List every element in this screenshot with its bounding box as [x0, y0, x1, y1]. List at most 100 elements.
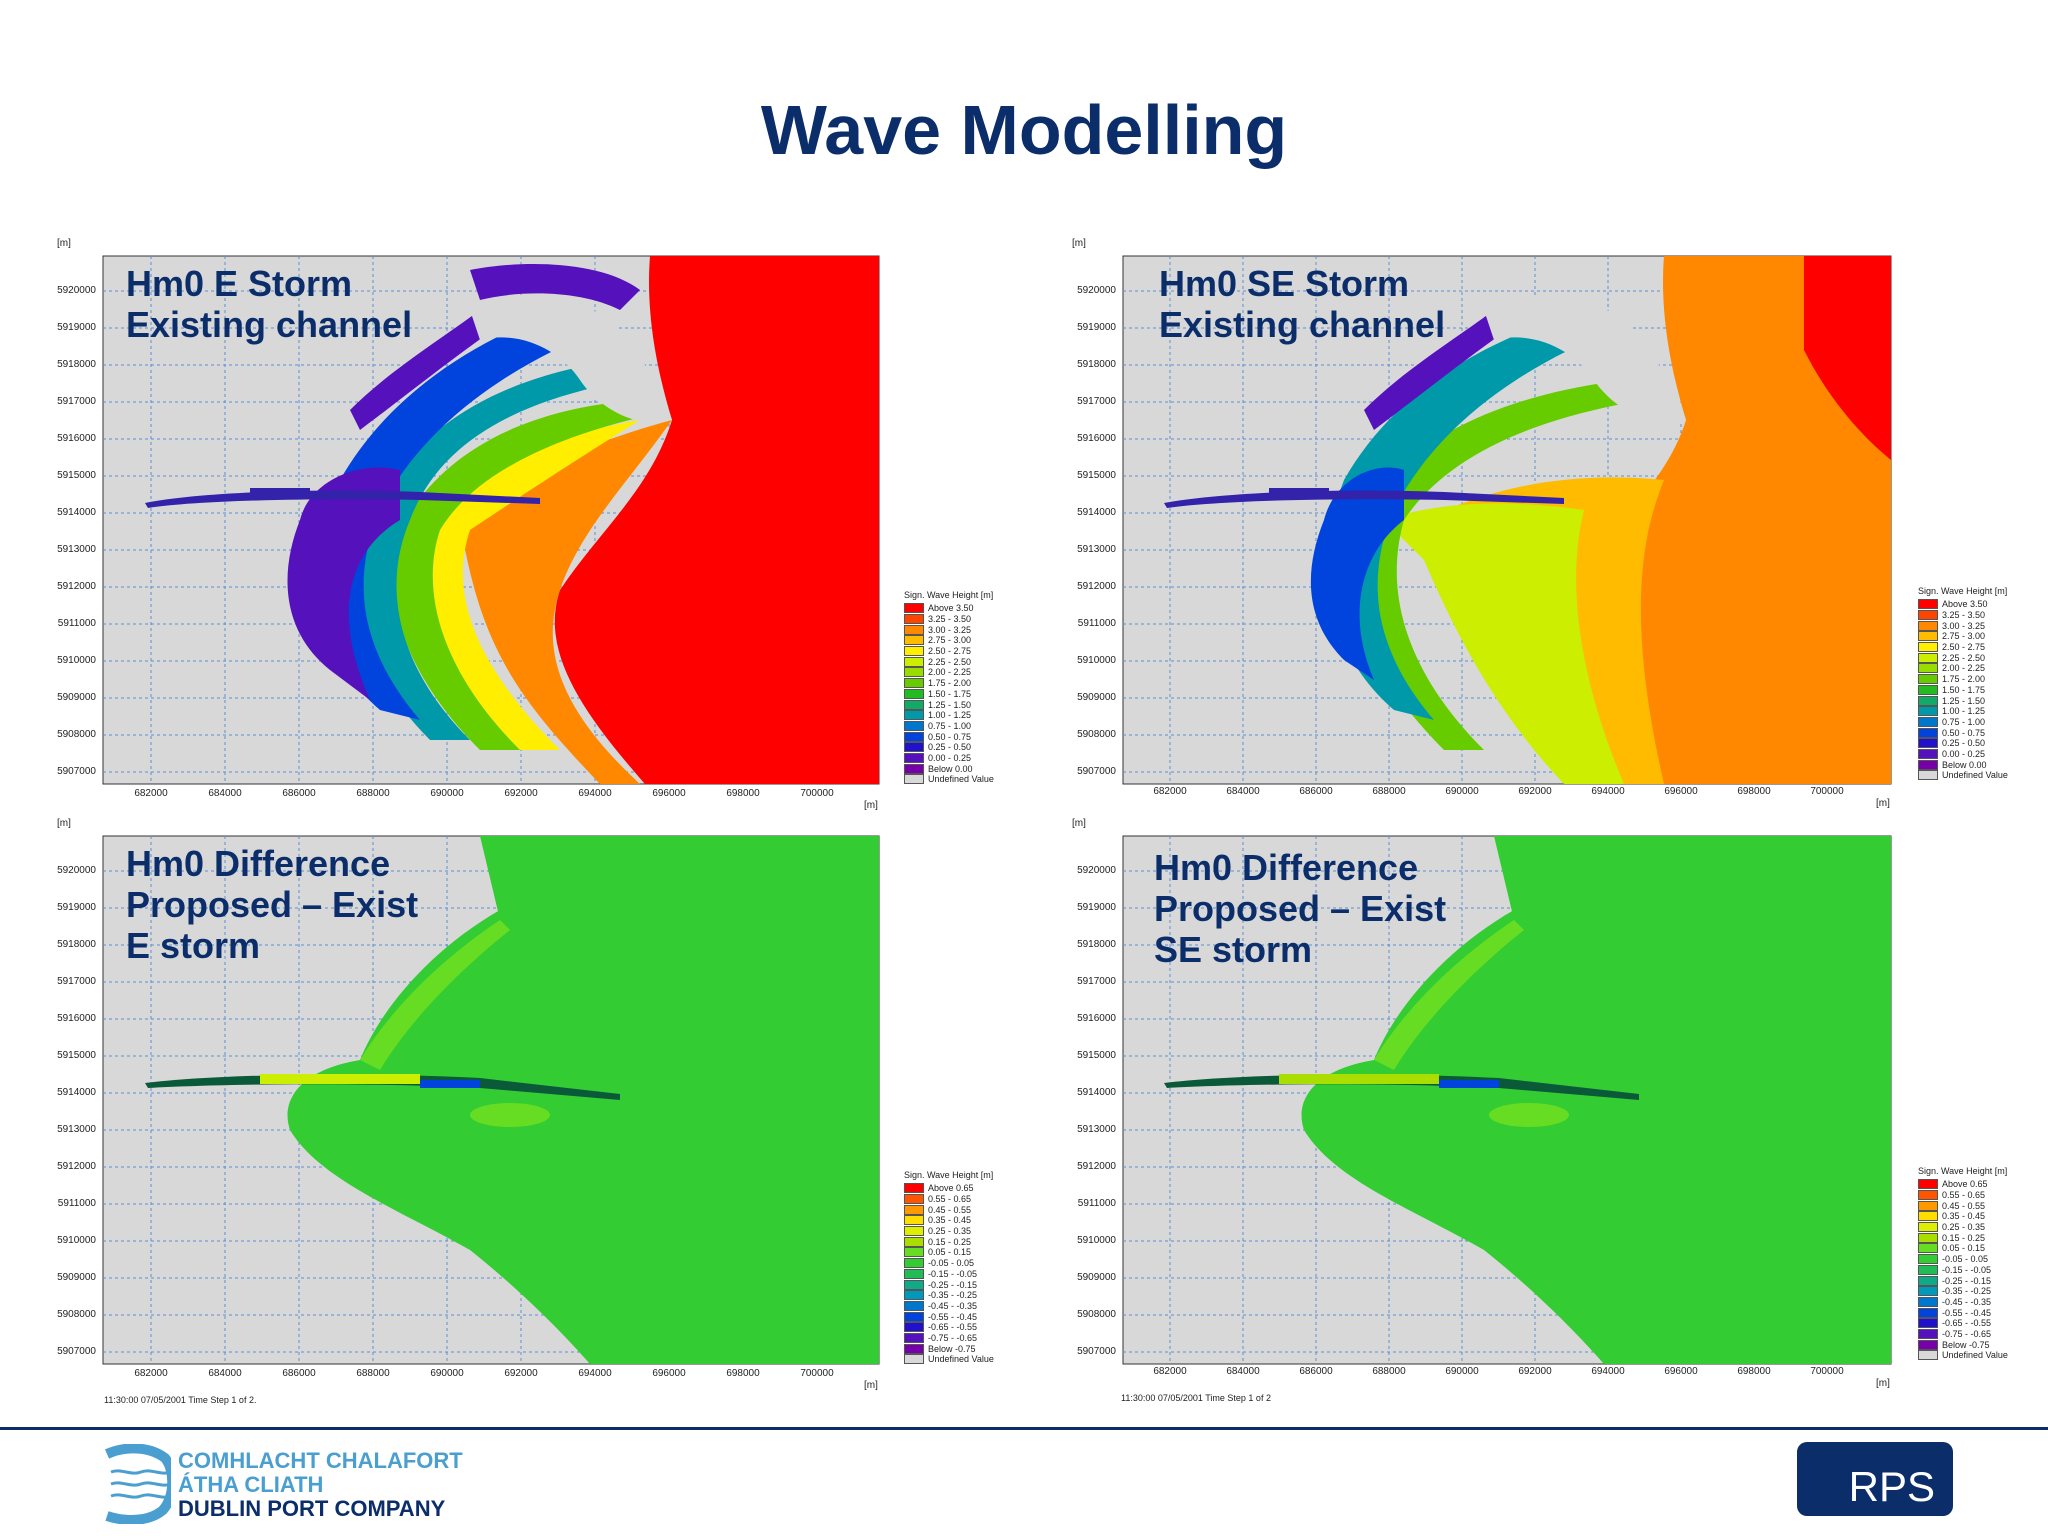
legend-label: 0.55 - 0.65 [928, 1194, 972, 1205]
legend-label: Undefined Value [1942, 1350, 2008, 1361]
legend-item: 1.75 - 2.00 [1918, 674, 2008, 685]
legend-swatch [904, 752, 924, 763]
legend-swatch [1918, 727, 1938, 738]
y-tick-label: 5911000 [57, 1198, 96, 1209]
legend-label: -0.75 - -0.65 [928, 1332, 978, 1343]
timestamp-footnote: 11:30:00 07/05/2001 Time Step 1 of 2 [1121, 1393, 1271, 1403]
land-north [1484, 296, 1686, 423]
legend-item: -0.65 - -0.55 [1918, 1318, 2008, 1329]
legend-label: -0.65 - -0.55 [1942, 1318, 1992, 1329]
spit [1364, 310, 1514, 430]
legend-item: -0.35 - -0.25 [1918, 1286, 2008, 1297]
x-tick-label: 694000 [1591, 786, 1625, 797]
legend-item: Below 0.00 [1918, 759, 2008, 770]
x-tick-label: 690000 [430, 788, 464, 799]
legend-label: Undefined Value [1942, 770, 2008, 781]
y-tick-label: 5908000 [1077, 729, 1116, 740]
legend-label: 2.00 - 2.25 [1942, 663, 1986, 674]
legend-item: 0.25 - 0.50 [1918, 738, 2008, 749]
x-tick-label: 682000 [1153, 786, 1187, 797]
spit [350, 310, 500, 430]
legend-item: -0.35 - -0.25 [904, 1290, 994, 1301]
x-tick-label: 688000 [356, 1368, 390, 1379]
legend-label: Below -0.75 [1942, 1339, 1990, 1350]
y-tick-label: 5914000 [57, 1087, 96, 1098]
legend-item: 2.25 - 2.50 [904, 656, 994, 667]
legend-swatch [904, 635, 924, 646]
x-tick-label: 690000 [1445, 1366, 1479, 1377]
legend-item: Above 3.50 [1918, 599, 2008, 610]
x-tick-label: 698000 [1737, 1366, 1771, 1377]
x-tick-label: 698000 [726, 788, 760, 799]
x-axis-unit: [m] [1876, 798, 1890, 809]
panel-se-storm-existing: Hm0 SE Storm Existing channel [m] [m] 59… [1024, 230, 2048, 810]
legend-item: Above 0.65 [904, 1183, 994, 1194]
legend-swatch [904, 1311, 924, 1322]
sea-band-yellow [427, 420, 640, 750]
y-tick-label: 5915000 [1077, 470, 1116, 481]
y-tick-label: 5919000 [1077, 902, 1116, 913]
y-tick-label: 5908000 [57, 729, 96, 740]
legend-swatch [1918, 599, 1938, 610]
legend-label: 2.75 - 3.00 [1942, 631, 1986, 642]
legend-label: Undefined Value [928, 1354, 994, 1365]
legend-swatch [1918, 663, 1938, 674]
legend-item: Undefined Value [1918, 1350, 2008, 1361]
legend-item: 1.50 - 1.75 [1918, 684, 2008, 696]
legend-swatch [904, 763, 924, 774]
legend-item: 0.75 - 1.00 [904, 720, 994, 732]
y-tick-label: 5909000 [1077, 1272, 1116, 1283]
legend-swatch [1918, 1232, 1938, 1243]
x-tick-label: 682000 [134, 788, 168, 799]
x-tick-label: 684000 [208, 788, 242, 799]
legend-item: 1.00 - 1.25 [1918, 706, 2008, 717]
y-tick-label: 5914000 [1077, 507, 1116, 518]
legend-label: 0.25 - 0.50 [1942, 738, 1986, 749]
legend-swatch [904, 1215, 924, 1226]
y-tick-label: 5911000 [1077, 1198, 1116, 1209]
sea-difference-field [1301, 836, 1891, 1364]
legend-item: Below 0.00 [904, 763, 994, 774]
legend-item: 0.25 - 0.35 [1918, 1222, 2008, 1233]
sea-band-green [392, 400, 650, 750]
legend-item: Below -0.75 [1918, 1339, 2008, 1350]
y-axis-unit: [m] [1072, 238, 1086, 249]
legend-label: Below 0.00 [928, 763, 973, 774]
legend-label: 3.00 - 3.25 [928, 624, 972, 635]
legend-label: 2.25 - 2.50 [928, 656, 972, 667]
legend-label: Above 3.50 [1942, 599, 1988, 610]
y-tick-label: 5917000 [57, 396, 96, 407]
legend-item: -0.75 - -0.65 [904, 1332, 994, 1344]
panel-label: Hm0 Difference Proposed – Exist SE storm [1154, 847, 1447, 970]
panel-label: Hm0 E Storm Existing channel [126, 263, 413, 345]
legend-item: 0.35 - 0.45 [1918, 1211, 2008, 1222]
x-tick-label: 694000 [1591, 1366, 1625, 1377]
color-legend: Sign. Wave Height [m] Above 0.65 0.55 - 0.… [904, 1170, 994, 1365]
legend-item: 3.25 - 3.50 [904, 614, 994, 625]
wave-map-e-existing [102, 255, 880, 785]
legend-label: 0.45 - 0.55 [928, 1204, 972, 1215]
legend-swatch [904, 603, 924, 614]
legend-swatch [1918, 631, 1938, 642]
legend-item: Above 3.50 [904, 603, 994, 614]
y-tick-label: 5913000 [1077, 1124, 1116, 1135]
legend-swatch [1918, 1243, 1938, 1254]
x-tick-label: 696000 [652, 788, 686, 799]
legend-swatch [1918, 1264, 1938, 1275]
wave-map-se-existing [1122, 255, 1892, 785]
panel-e-storm-existing: Hm0 E Storm Existing channel [m] [m] 592… [0, 230, 1024, 811]
y-tick-label: 5908000 [57, 1309, 96, 1320]
legend-item: 2.00 - 2.25 [1918, 663, 2008, 674]
legend-swatch [1918, 1275, 1938, 1286]
legend-title: Sign. Wave Height [m] [1918, 1166, 2008, 1176]
legend-label: 0.05 - 0.15 [928, 1247, 972, 1258]
legend-label: 0.55 - 0.65 [1942, 1190, 1986, 1201]
legend-swatch [904, 1332, 924, 1343]
legend-swatch [904, 1343, 924, 1354]
legend-label: Above 3.50 [928, 603, 974, 614]
legend-item: 1.00 - 1.25 [904, 710, 994, 721]
y-tick-label: 5915000 [1077, 1050, 1116, 1061]
sea-band-red [1804, 256, 1891, 460]
y-tick-label: 5910000 [57, 655, 96, 666]
legend-swatch [904, 699, 924, 710]
